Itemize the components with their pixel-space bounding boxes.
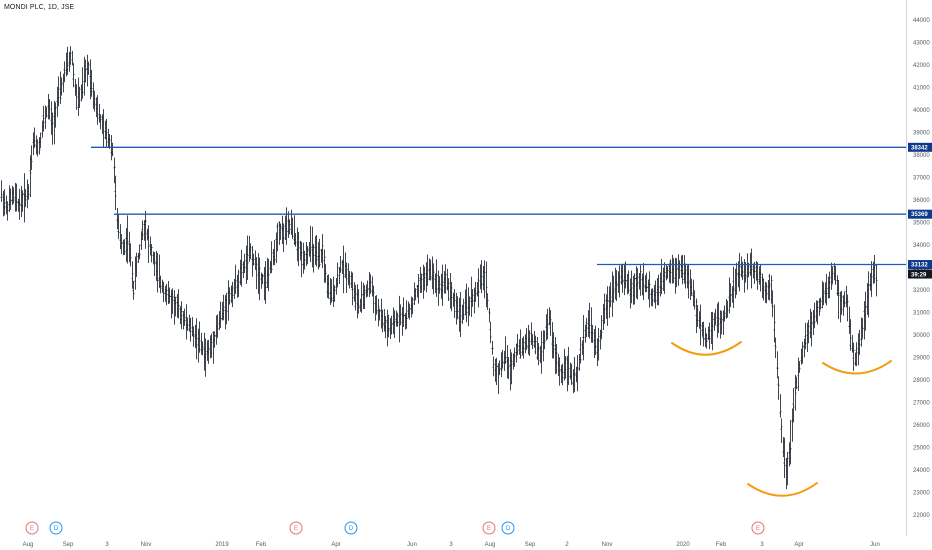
x-tick-label: Jun [870, 542, 880, 548]
y-axis-ticks: 22000 23000 24000 25000 26000 27000 28000 29000… [913, 18, 930, 519]
event-marker-letter: E [756, 526, 760, 532]
x-tick-label: Apr [331, 542, 340, 548]
event-marker-letter: D [506, 526, 511, 532]
y-axis-price-tags: 38342 35369 33132 39:29 [908, 142, 932, 279]
countdown-tag-text: 39:29 [911, 273, 927, 279]
x-tick-label: Nov [602, 542, 613, 548]
y-tick-label: 31000 [913, 311, 930, 317]
level-price-tag-text: 38342 [911, 145, 928, 151]
event-marker[interactable] [289, 521, 303, 535]
pattern-curve-head [747, 482, 818, 497]
event-marker[interactable] [482, 521, 496, 535]
pattern-curves-layer [671, 341, 892, 497]
level-price-tag-text: 33132 [911, 263, 928, 269]
event-marker-letter: D [349, 526, 354, 532]
event-marker[interactable] [49, 521, 63, 535]
y-tick-label: 36000 [913, 198, 930, 204]
event-marker[interactable] [501, 521, 515, 535]
y-tick-label: 29000 [913, 356, 930, 362]
x-tick-label: 3 [760, 542, 764, 548]
y-tick-label: 35000 [913, 221, 930, 227]
level-price-tag [908, 209, 932, 219]
x-tick-label: 2019 [215, 542, 229, 548]
x-tick-label: Sep [63, 542, 74, 548]
y-tick-label: 25000 [913, 446, 930, 452]
chart-title: MONDI PLC, 1D, JSE [4, 4, 75, 11]
x-tick-label: Jun [407, 542, 417, 548]
event-marker[interactable] [751, 521, 765, 535]
x-tick-label: 2 [565, 542, 569, 548]
event-marker-letter: E [487, 526, 491, 532]
x-axis-ticks: Aug Sep 3 Nov 2019 Feb Apr Jun 3 Aug Sep 2 Nov 2020 Fe… [23, 542, 880, 548]
pattern-curve-left-shoulder [671, 341, 742, 356]
y-tick-label: 39000 [913, 131, 930, 137]
y-tick-label: 41000 [913, 86, 930, 92]
y-tick-label: 44000 [913, 18, 930, 24]
y-tick-label: 37000 [913, 176, 930, 182]
y-tick-label: 27000 [913, 401, 930, 407]
y-tick-label: 22000 [913, 513, 930, 519]
x-tick-label: Apr [794, 542, 803, 548]
event-marker-letter: D [54, 526, 59, 532]
x-tick-label: Sep [525, 542, 536, 548]
y-tick-label: 42000 [913, 63, 930, 69]
y-tick-label: 24000 [913, 468, 930, 474]
y-tick-label: 23000 [913, 491, 930, 497]
level-price-tag-text: 35369 [911, 212, 928, 218]
x-tick-label: 3 [449, 542, 453, 548]
x-tick-label: Aug [485, 542, 496, 548]
horizontal-levels-layer [91, 146, 906, 266]
event-marker-letter: E [30, 526, 34, 532]
x-tick-label: Nov [141, 542, 152, 548]
level-price-tag [908, 260, 932, 270]
y-tick-label: 30000 [913, 333, 930, 339]
event-marker[interactable] [344, 521, 358, 535]
event-marker-letter: E [294, 526, 298, 532]
y-tick-label: 28000 [913, 378, 930, 384]
event-marker[interactable] [25, 521, 39, 535]
candles-layer [0, 46, 878, 490]
y-tick-label: 43000 [913, 41, 930, 47]
x-tick-label: Feb [256, 542, 267, 548]
pattern-curve-right-shoulder [822, 360, 892, 375]
y-tick-label: 38000 [913, 153, 930, 159]
y-tick-label: 40000 [913, 108, 930, 114]
x-tick-label: 3 [105, 542, 109, 548]
y-tick-label: 32000 [913, 288, 930, 294]
level-price-tag [908, 142, 932, 152]
x-tick-label: Aug [23, 542, 34, 548]
y-tick-label: 34000 [913, 243, 930, 249]
countdown-tag [908, 269, 932, 279]
x-tick-label: 2020 [676, 542, 690, 548]
x-tick-label: Feb [716, 542, 727, 548]
y-tick-label: 26000 [913, 423, 930, 429]
